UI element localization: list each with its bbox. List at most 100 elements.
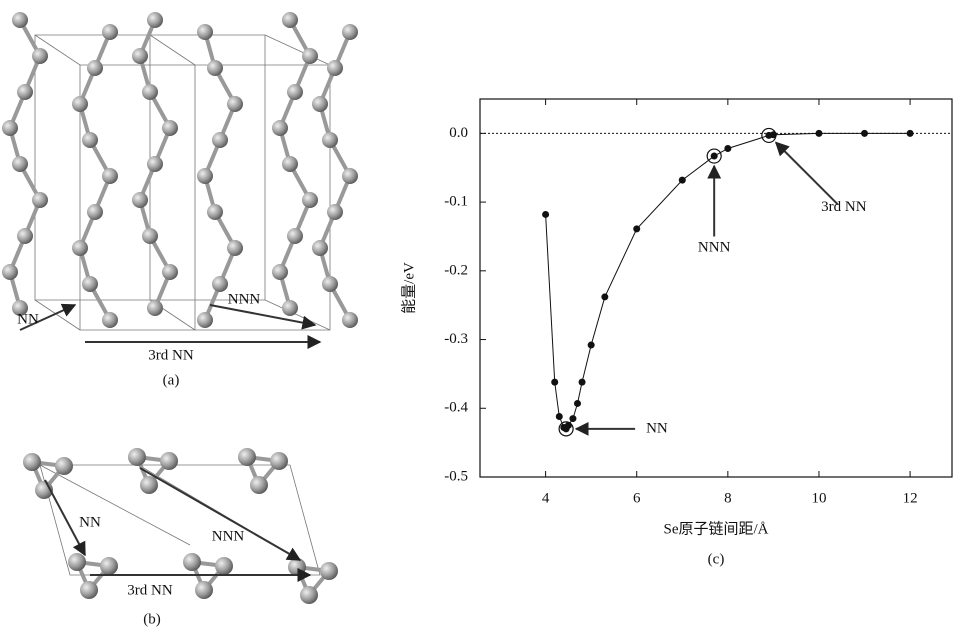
point — [633, 225, 640, 232]
point — [601, 293, 608, 300]
atom — [327, 204, 343, 220]
atom — [100, 557, 118, 575]
atom — [32, 192, 48, 208]
atom — [162, 120, 178, 136]
atom — [272, 120, 288, 136]
atom — [32, 48, 48, 64]
atom — [342, 168, 358, 184]
atom — [282, 300, 298, 316]
y-tick-label: -0.4 — [444, 400, 468, 416]
atom — [272, 264, 288, 280]
point — [679, 177, 686, 184]
atom — [82, 132, 98, 148]
atom — [197, 168, 213, 184]
atom — [147, 12, 163, 28]
atom — [128, 448, 146, 466]
atom — [212, 132, 228, 148]
line — [546, 133, 910, 429]
atom — [342, 312, 358, 328]
y-axis-label: 能量/eV — [400, 262, 417, 314]
atom — [87, 204, 103, 220]
atom — [12, 12, 28, 28]
atom — [102, 24, 118, 40]
atom — [23, 453, 41, 471]
figure: NN NNN 3rd NN (a) NN NNN 3rd NN (b) 0.0 -… — [0, 0, 954, 632]
atom — [147, 156, 163, 172]
atom — [250, 476, 268, 494]
atom — [207, 60, 223, 76]
atom — [197, 312, 213, 328]
label: 3rd NN — [127, 582, 173, 598]
atom — [238, 448, 256, 466]
point — [574, 400, 581, 407]
atom — [132, 192, 148, 208]
caption: (a) — [163, 372, 180, 388]
point — [907, 130, 914, 137]
x-tick-label: 12 — [903, 490, 918, 506]
label: NNN — [212, 528, 245, 544]
caption: (c) — [708, 551, 725, 567]
atom — [12, 156, 28, 172]
atom — [300, 586, 318, 604]
x-tick-label: 8 — [724, 490, 732, 506]
chart: 0.0-0.1-0.2-0.3-0.4-0.54681012Se原子链间距/Å(… — [400, 99, 952, 567]
atom — [287, 84, 303, 100]
label: NNN — [228, 291, 261, 307]
atom — [195, 581, 213, 599]
atom — [197, 24, 213, 40]
annotation: NN — [646, 420, 668, 436]
atom — [82, 276, 98, 292]
atom — [147, 300, 163, 316]
point — [861, 130, 868, 137]
atom — [87, 60, 103, 76]
atom — [270, 452, 288, 470]
atom — [207, 204, 223, 220]
structure-a — [2, 12, 358, 330]
atom — [227, 96, 243, 112]
point — [579, 379, 586, 386]
atom — [17, 84, 33, 100]
atom — [288, 558, 306, 576]
atom — [2, 264, 18, 280]
atom — [215, 557, 233, 575]
caption: (b) — [143, 611, 161, 627]
atom — [2, 120, 18, 136]
atom — [227, 240, 243, 256]
atom — [282, 156, 298, 172]
atom — [287, 228, 303, 244]
y-tick-label: -0.3 — [444, 331, 468, 347]
point — [569, 415, 576, 422]
x-tick-label: 10 — [811, 490, 826, 506]
atom — [312, 240, 328, 256]
atom — [55, 457, 73, 475]
atom — [212, 276, 228, 292]
atom — [142, 228, 158, 244]
y-tick-label: 0.0 — [449, 125, 468, 141]
atom — [282, 12, 298, 28]
point — [711, 153, 718, 160]
arrow — [210, 305, 315, 325]
atom — [102, 168, 118, 184]
point — [551, 379, 558, 386]
atom — [160, 452, 178, 470]
y-tick-label: -0.1 — [444, 194, 468, 210]
point — [556, 413, 563, 420]
atom — [80, 581, 98, 599]
x-tick-label: 6 — [633, 490, 641, 506]
atom — [102, 312, 118, 328]
atom — [320, 562, 338, 580]
atom — [132, 48, 148, 64]
atom — [17, 228, 33, 244]
label: 3rd NN — [148, 347, 194, 363]
y-tick-label: -0.2 — [444, 262, 468, 278]
label: NN — [79, 514, 101, 530]
atom — [342, 24, 358, 40]
atom — [302, 192, 318, 208]
point — [588, 342, 595, 349]
point — [815, 130, 822, 137]
atom — [312, 96, 328, 112]
atom — [72, 240, 88, 256]
atom — [183, 553, 201, 571]
atom — [322, 132, 338, 148]
x-axis-label: Se原子链间距/Å — [663, 520, 768, 537]
